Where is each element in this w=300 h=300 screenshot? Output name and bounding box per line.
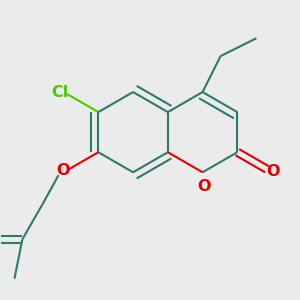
Text: Cl: Cl bbox=[51, 85, 68, 100]
Text: O: O bbox=[197, 179, 211, 194]
Text: O: O bbox=[56, 163, 70, 178]
Text: O: O bbox=[267, 164, 280, 179]
